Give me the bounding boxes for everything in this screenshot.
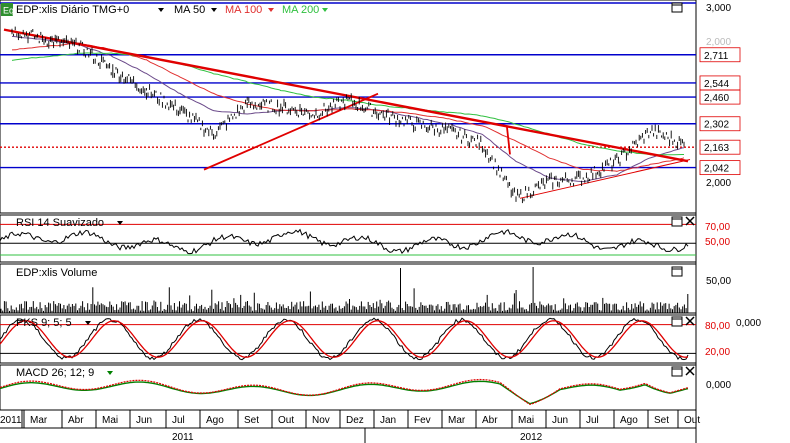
time-axis: 2011 Mar Abr Mai Jun Jul Ago Set Out Nov Dez Jan Fev… [0,409,700,443]
rsi-lower-label: 50,00 [705,237,730,248]
price-level-value: 2,163 [704,143,729,154]
ma-line-3 [11,52,684,156]
red-segment [506,127,511,155]
price-level-box [699,47,741,63]
month-label: Set [244,415,259,426]
window-icon [671,366,683,377]
price-tick-top: 3,000 [706,3,731,14]
dropdown-triangle-icon[interactable] [85,321,91,325]
price-level-box [699,89,741,105]
dropdown-triangle-icon[interactable] [211,8,217,12]
month-label: Ago [206,415,224,426]
month-label: 2011 [0,415,22,426]
price-level-box [699,139,741,155]
uptrend-line [203,92,379,171]
eq-badge-label: Eq [3,6,14,16]
macd-signal-line [0,380,689,405]
month-label: Mar [448,415,466,426]
close-icon [685,366,695,376]
window-icon [671,216,683,227]
rsi-line [0,228,689,255]
month-label: Abr [482,415,498,426]
month-label: Jun [552,415,568,426]
uptrend-line-2 [519,159,691,199]
price-level-value: 2,042 [704,164,729,175]
price-level-value: 2,544 [704,79,729,90]
dropdown-triangle-icon[interactable] [117,221,123,225]
month-label: Jul [586,415,599,426]
year-label: 2012 [520,432,543,443]
price-level-value: 2,302 [704,120,729,131]
ma200-label[interactable]: MA 200 [282,4,319,16]
ma50-label[interactable]: MA 50 [174,4,205,16]
price-level-box [699,116,741,132]
close-icon [685,316,695,326]
month-label: Jun [136,415,152,426]
ma100-label[interactable]: MA 100 [225,4,262,16]
month-label: Ago [620,415,638,426]
pks-k-line [0,317,689,361]
price-level-box [699,160,741,176]
month-label: Out [278,415,294,426]
window-icon [671,266,683,277]
pks-panel [0,317,696,361]
panel-icons[interactable] [671,216,695,377]
main-title[interactable]: EDP:xlis Diário TMG+0 [16,4,129,16]
dropdown-triangle-icon[interactable] [107,371,113,375]
rsi-title[interactable]: RSI 14 Suavizado [16,217,104,229]
price-tick-2000: 2,000 [706,178,731,189]
rsi-panel [0,223,696,256]
month-label: Fev [414,415,431,426]
volume-panel [0,267,689,313]
dropdown-triangle-icon[interactable] [158,8,164,12]
month-label: Jan [380,415,396,426]
dropdown-triangle-icon[interactable] [322,8,328,12]
month-label: Mar [30,415,48,426]
window-icon[interactable] [671,2,683,13]
pks-d-line [0,320,689,358]
macd-title[interactable]: MACD 26; 12; 9 [16,367,94,379]
price-series [11,26,685,204]
month-label: Mai [102,415,118,426]
window-icon [671,316,683,327]
month-label: Mai [518,415,534,426]
macd-panel [0,378,689,406]
volume-tick: 50,00 [706,276,731,287]
price-level-value: 2,711 [704,51,729,62]
pks-extra-label: 0,000 [736,318,761,329]
macd-tick: 0,000 [706,380,731,391]
volume-title[interactable]: EDP:xlis Volume [16,267,97,279]
year-label: 2011 [172,432,194,443]
dropdown-triangle-icon[interactable] [268,8,274,12]
price-axis: 3,000 2,000 2,000 [706,3,731,189]
month-label: Out [684,415,700,426]
month-label: Abr [68,415,84,426]
month-label: Set [654,415,669,426]
price-level-value: 2,460 [704,93,729,104]
price-tick-ghost: 2,000 [706,37,731,48]
month-label: Nov [312,415,330,426]
pks-title[interactable]: PKS 9; 5; 5 [16,317,72,329]
macd-line [0,378,689,406]
rsi-upper-label: 70,00 [705,222,730,233]
month-label: Jul [172,415,185,426]
month-label: Dez [346,415,364,426]
pks-upper-label: 80,00 [705,321,730,332]
eq-badge-icon[interactable] [1,3,13,16]
close-icon [685,216,695,226]
pks-lower-label: 20,00 [705,347,730,358]
price-level-labels: 2,711 2,544 2,460 2,302 2,163 2,042 [699,47,741,176]
